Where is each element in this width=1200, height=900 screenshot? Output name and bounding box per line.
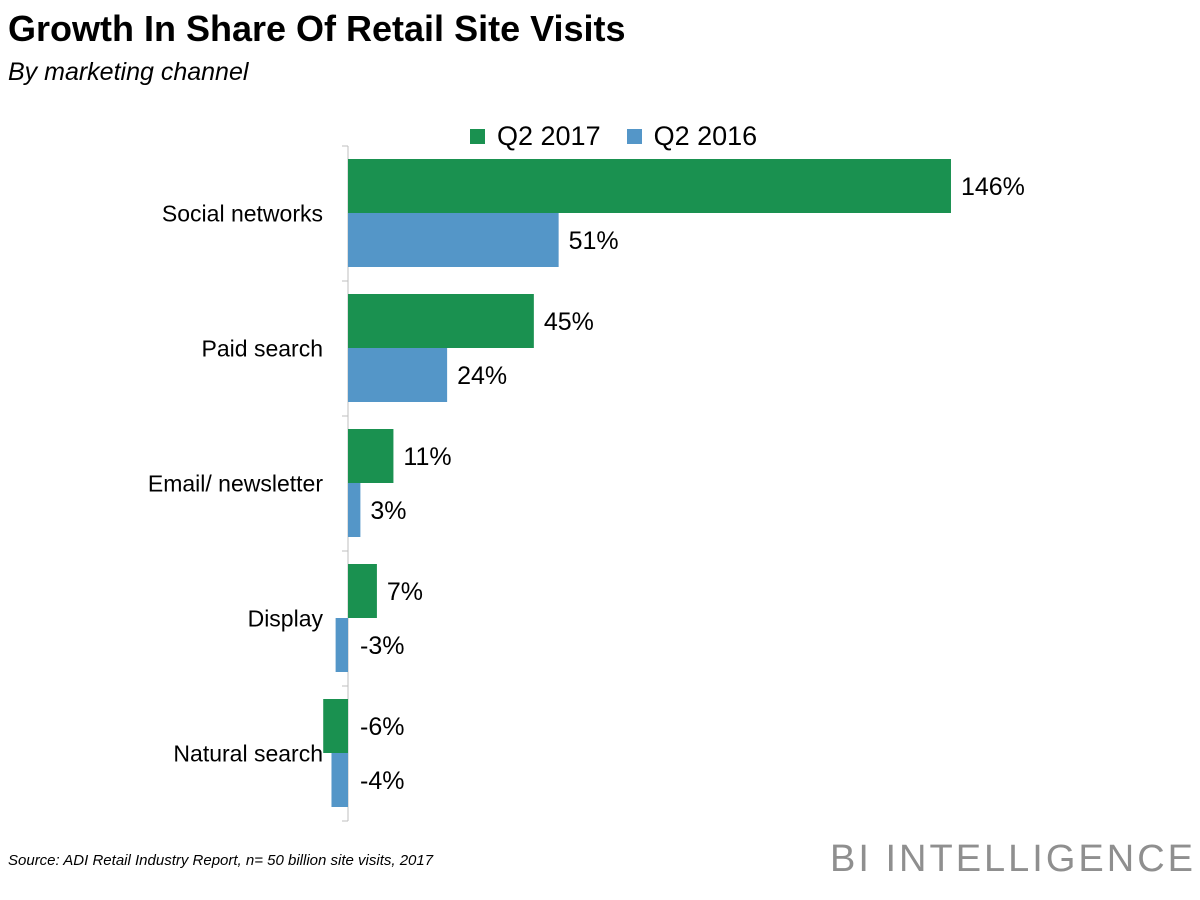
bar-q2-2016-paid-search: [348, 348, 448, 402]
legend-item-q2-2017: Q2 2017: [470, 121, 601, 152]
legend-label-q2-2017: Q2 2017: [497, 120, 601, 151]
category-label-paid-search: Paid search: [202, 336, 323, 362]
source-note: Source: ADI Retail Industry Report, n= 5…: [8, 852, 434, 869]
category-label-social-networks: Social networks: [162, 201, 323, 227]
legend-label-q2-2016: Q2 2016: [653, 120, 758, 151]
bar-q2-2016-social-networks: [348, 213, 559, 267]
data-label-q2-2017-social-networks: 146%: [961, 173, 1025, 201]
data-label-q2-2017-display: 7%: [387, 578, 423, 606]
bar-q2-2017-display: [348, 564, 377, 618]
bar-q2-2017-natural-search: [323, 699, 348, 753]
chart-legend: Q2 2017 Q2 2016: [470, 116, 757, 156]
category-label-email-newsletter: Email/ newsletter: [148, 471, 323, 497]
bar-q2-2016-natural-search: [331, 753, 348, 807]
data-label-q2-2017-email-newsletter: 11%: [403, 443, 451, 471]
data-label-q2-2017-paid-search: 45%: [544, 308, 594, 336]
category-label-natural-search: Natural search: [173, 741, 323, 767]
data-label-q2-2017-natural-search: -6%: [360, 713, 404, 741]
chart-subtitle: By marketing channel: [8, 58, 249, 86]
legend-item-q2-2016: Q2 2016: [626, 120, 758, 152]
category-label-display: Display: [248, 606, 324, 632]
legend-swatch-q2-2016: [626, 128, 642, 144]
bar-q2-2016-display: [335, 618, 348, 672]
bar-q2-2017-paid-search: [348, 294, 534, 348]
brand-logo: BI INTELLIGENCE: [830, 838, 1196, 880]
data-label-q2-2016-display: -3%: [360, 632, 404, 660]
bar-q2-2016-email-newsletter: [348, 483, 361, 537]
data-label-q2-2016-paid-search: 24%: [457, 362, 507, 390]
bar-q2-2017-social-networks: [348, 159, 951, 213]
data-label-q2-2016-social-networks: 51%: [569, 227, 619, 255]
legend-swatch-q2-2017: [470, 128, 485, 144]
bar-q2-2017-email-newsletter: [348, 429, 394, 483]
chart-title: Growth In Share Of Retail Site Visits: [8, 8, 626, 49]
data-label-q2-2016-natural-search: -4%: [360, 767, 404, 795]
data-label-q2-2016-email-newsletter: 3%: [370, 497, 406, 525]
